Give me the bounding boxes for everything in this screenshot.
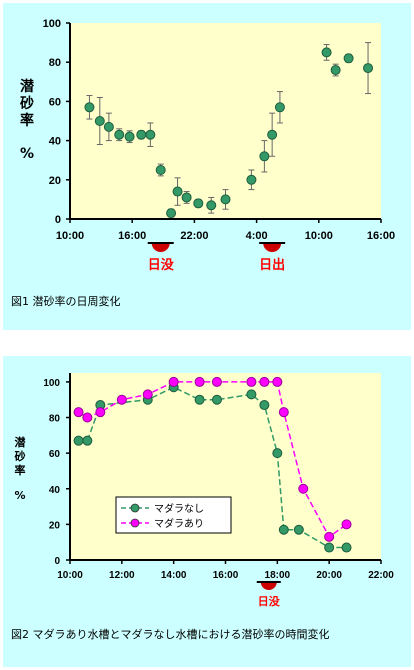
- data-point: [114, 129, 125, 140]
- legend-marker: [130, 503, 140, 513]
- data-point: [181, 192, 192, 203]
- y-tick-label: 0: [54, 556, 60, 567]
- data-point: [267, 129, 278, 140]
- x-tick-label: 16:00: [118, 230, 146, 242]
- data-point-series-2: [246, 376, 257, 387]
- data-point: [155, 165, 166, 175]
- data-point-series-2: [278, 407, 289, 418]
- data-point-series-2: [82, 412, 93, 423]
- sun-event-label: 日没: [148, 258, 175, 273]
- data-point-series-2: [142, 389, 153, 400]
- data-point: [246, 174, 257, 185]
- x-tick-label: 16:00: [213, 570, 239, 581]
- x-tick-label: 12:00: [109, 570, 135, 581]
- data-point-series-1: [272, 448, 283, 459]
- figure-2-panel: 0 20 40 60 80 100 10:00 12:00 14:00 16:00 18:00 20:…: [3, 356, 411, 667]
- data-point: [136, 129, 147, 140]
- x-tick-label: 14:00: [161, 570, 187, 581]
- data-point: [259, 151, 270, 162]
- y-tick-label: 60: [49, 96, 61, 108]
- data-point-series-1: [278, 524, 289, 535]
- data-point-series-2: [341, 519, 352, 530]
- y-tick-label: 60: [49, 449, 61, 460]
- y-tick-label: 40: [49, 485, 61, 496]
- data-point: [330, 65, 341, 76]
- x-tick-label: 10:00: [56, 230, 84, 242]
- x-tick-label: 16:00: [367, 230, 395, 242]
- data-point-series-1: [293, 524, 304, 535]
- data-point: [274, 102, 285, 113]
- y-axis-label-char: 率: [15, 463, 26, 477]
- y-axis-label-char: 潜: [20, 78, 35, 95]
- y-axis-label-char: 率: [20, 112, 34, 129]
- y-axis-label-char: 砂: [19, 95, 34, 112]
- chart-1-svg: 0 20 40 60 80 100 10:00 16:00 22:00 4:00 10:00 16:0…: [19, 18, 395, 273]
- chart-2-svg: 0 20 40 60 80 100 10:00 12:00 14:00 16:00 18:00 20:…: [14, 373, 394, 608]
- data-point: [103, 121, 114, 132]
- x-tick-label: 10:00: [305, 230, 333, 242]
- data-point-series-1: [341, 542, 352, 553]
- legend-label: マダラあり: [154, 517, 204, 530]
- data-point: [193, 198, 204, 209]
- data-point-series-2: [211, 376, 222, 387]
- data-point: [343, 53, 354, 64]
- y-axis-label-char: 潜: [15, 435, 27, 449]
- y-axis-unit: %: [20, 146, 34, 162]
- y-tick-label: 80: [49, 414, 61, 425]
- data-point-series-1: [259, 400, 270, 411]
- data-point: [94, 116, 105, 126]
- data-point-series-1: [82, 435, 93, 446]
- data-point-series-1: [73, 435, 84, 446]
- data-point-series-1: [194, 394, 205, 405]
- y-axis-unit: %: [14, 489, 25, 502]
- sun-half-icon: [260, 582, 277, 590]
- data-point: [84, 102, 95, 113]
- sun-half-icon: [263, 243, 282, 252]
- y-tick-label: 40: [49, 136, 61, 148]
- data-point-series-1: [324, 542, 335, 553]
- x-tick-label: 22:00: [180, 230, 208, 242]
- data-point-series-1: [211, 394, 222, 405]
- data-point-series-2: [194, 376, 205, 387]
- sun-event-label: 日出: [259, 257, 285, 273]
- legend-marker: [130, 518, 140, 528]
- x-tick-label: 20:00: [316, 570, 342, 581]
- data-point-series-2: [324, 531, 335, 542]
- x-tick-label: 10:00: [57, 570, 83, 581]
- data-point: [321, 47, 332, 58]
- data-point: [220, 194, 231, 205]
- data-point-series-2: [116, 394, 127, 405]
- y-tick-label: 80: [49, 57, 61, 69]
- data-point-series-2: [259, 376, 270, 387]
- y-tick-label: 20: [49, 175, 61, 187]
- data-point: [172, 186, 183, 197]
- data-point-series-2: [298, 483, 309, 494]
- data-point: [166, 208, 177, 219]
- y-tick-label: 100: [43, 378, 60, 389]
- data-point-series-2: [95, 407, 106, 418]
- data-point: [363, 63, 374, 74]
- figure-1-panel: 0 20 40 60 80 100 10:00 16:00 22:00 4:00 10:00 16:0…: [3, 3, 411, 330]
- data-point: [124, 131, 135, 142]
- y-tick-label: 0: [55, 214, 61, 226]
- data-point-series-2: [168, 376, 179, 387]
- x-tick-label: 18:00: [265, 570, 291, 581]
- x-tick-label: 4:00: [246, 230, 268, 242]
- y-tick-label: 100: [43, 18, 61, 30]
- sun-event-label: 日没: [258, 594, 281, 608]
- y-tick-label: 20: [49, 520, 61, 531]
- data-point-series-2: [272, 376, 283, 387]
- x-tick-label: 22:00: [368, 570, 394, 581]
- data-point: [206, 200, 217, 211]
- sun-half-icon: [151, 243, 170, 252]
- data-point-series-2: [73, 407, 84, 418]
- y-axis-label-char: 砂: [15, 449, 26, 463]
- legend-label: マダラなし: [154, 502, 204, 515]
- data-point: [145, 129, 156, 140]
- figure-2-caption: 図2 マダラあり水槽とマダラなし水槽における潜砂率の時間変化: [11, 628, 330, 641]
- data-point-series-1: [246, 389, 257, 400]
- figure-1-caption: 図1 潜砂率の日周変化: [11, 295, 121, 308]
